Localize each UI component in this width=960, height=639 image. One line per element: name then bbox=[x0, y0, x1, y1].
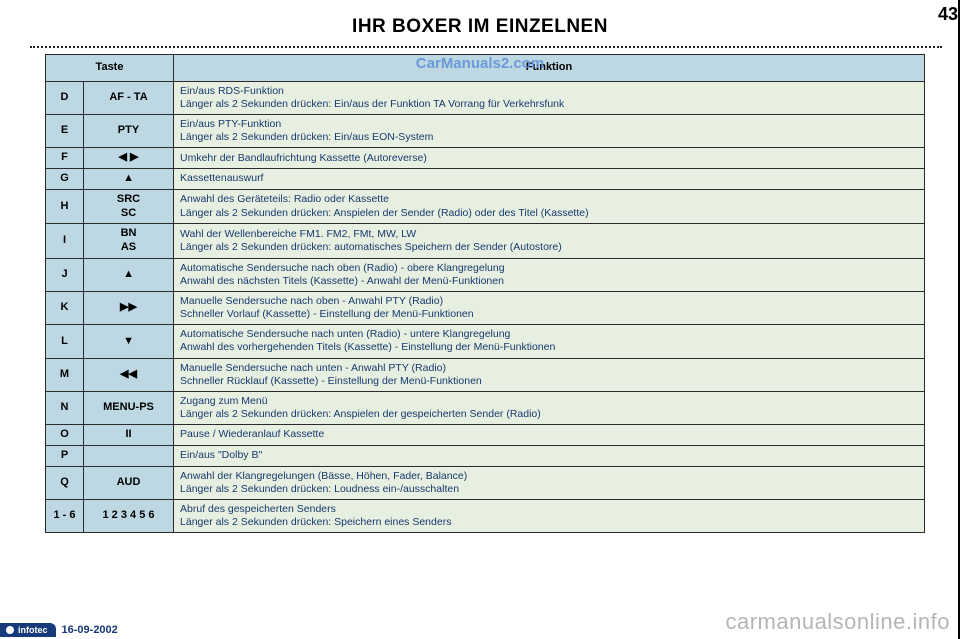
function-desc: Automatische Sendersuche nach unten (Rad… bbox=[174, 325, 925, 358]
key-button: II bbox=[84, 425, 174, 446]
key-button: ◀ ▶ bbox=[84, 148, 174, 169]
table-row: HSRC SCAnwahl des Geräteteils: Radio ode… bbox=[46, 189, 925, 224]
key-button: AF - TA bbox=[84, 81, 174, 114]
key-button: SRC SC bbox=[84, 189, 174, 224]
table-row: 1 - 61 2 3 4 5 6Abruf des gespeicherten … bbox=[46, 499, 925, 532]
function-desc: Umkehr der Bandlaufrichtung Kassette (Au… bbox=[174, 148, 925, 169]
footer-date: 16-09-2002 bbox=[62, 624, 118, 636]
key-letter: M bbox=[46, 358, 84, 391]
table-row: K▶▶Manuelle Sendersuche nach oben - Anwa… bbox=[46, 292, 925, 325]
function-desc: Pause / Wiederanlauf Kassette bbox=[174, 425, 925, 446]
function-desc: Ein/aus RDS-Funktion Länger als 2 Sekund… bbox=[174, 81, 925, 114]
key-letter: K bbox=[46, 292, 84, 325]
key-button bbox=[84, 445, 174, 466]
page-title: IHR BOXER IM EINZELNEN bbox=[0, 0, 960, 38]
function-desc: Kassettenauswurf bbox=[174, 169, 925, 190]
infotec-badge: infotec bbox=[0, 623, 56, 637]
key-button: ▲ bbox=[84, 169, 174, 190]
key-letter: O bbox=[46, 425, 84, 446]
function-desc: Anwahl der Klangregelungen (Bässe, Höhen… bbox=[174, 466, 925, 499]
key-letter: 1 - 6 bbox=[46, 499, 84, 532]
key-button: MENU-PS bbox=[84, 391, 174, 424]
key-button: ◀◀ bbox=[84, 358, 174, 391]
table-row: F◀ ▶Umkehr der Bandlaufrichtung Kassette… bbox=[46, 148, 925, 169]
function-desc: Automatische Sendersuche nach oben (Radi… bbox=[174, 258, 925, 291]
table-row: QAUDAnwahl der Klangregelungen (Bässe, H… bbox=[46, 466, 925, 499]
function-table-wrap: Taste Funktion DAF - TAEin/aus RDS-Funkt… bbox=[45, 54, 925, 533]
table-row: EPTYEin/aus PTY-Funktion Länger als 2 Se… bbox=[46, 115, 925, 148]
key-letter: L bbox=[46, 325, 84, 358]
page-number: 43 bbox=[938, 4, 958, 25]
table-row: M◀◀Manuelle Sendersuche nach unten - Anw… bbox=[46, 358, 925, 391]
function-desc: Wahl der Wellenbereiche FM1. FM2, FMt, M… bbox=[174, 224, 925, 259]
key-letter: G bbox=[46, 169, 84, 190]
table-row: DAF - TAEin/aus RDS-Funktion Länger als … bbox=[46, 81, 925, 114]
function-desc: Manuelle Sendersuche nach oben - Anwahl … bbox=[174, 292, 925, 325]
footer: infotec 16-09-2002 bbox=[0, 623, 118, 637]
header-funktion: Funktion bbox=[174, 55, 925, 82]
header-taste: Taste bbox=[46, 55, 174, 82]
table-header-row: Taste Funktion bbox=[46, 55, 925, 82]
key-letter: J bbox=[46, 258, 84, 291]
key-letter: P bbox=[46, 445, 84, 466]
key-letter: D bbox=[46, 81, 84, 114]
manual-page: 43 IHR BOXER IM EINZELNEN CarManuals2.co… bbox=[0, 0, 960, 639]
dotted-divider bbox=[30, 46, 942, 48]
key-button: ▼ bbox=[84, 325, 174, 358]
key-button: AUD bbox=[84, 466, 174, 499]
table-row: OIIPause / Wiederanlauf Kassette bbox=[46, 425, 925, 446]
function-desc: Anwahl des Geräteteils: Radio oder Kasse… bbox=[174, 189, 925, 224]
table-row: G▲Kassettenauswurf bbox=[46, 169, 925, 190]
key-letter: I bbox=[46, 224, 84, 259]
function-desc: Ein/aus PTY-Funktion Länger als 2 Sekund… bbox=[174, 115, 925, 148]
key-letter: N bbox=[46, 391, 84, 424]
key-button: ▲ bbox=[84, 258, 174, 291]
watermark-bottom: carmanualsonline.info bbox=[725, 609, 950, 635]
key-button: PTY bbox=[84, 115, 174, 148]
function-table: Taste Funktion DAF - TAEin/aus RDS-Funkt… bbox=[45, 54, 925, 533]
table-row: NMENU-PSZugang zum Menü Länger als 2 Sek… bbox=[46, 391, 925, 424]
infotec-dot-icon bbox=[6, 626, 14, 634]
table-row: IBN ASWahl der Wellenbereiche FM1. FM2, … bbox=[46, 224, 925, 259]
table-row: P Ein/aus "Dolby B" bbox=[46, 445, 925, 466]
key-letter: H bbox=[46, 189, 84, 224]
key-letter: E bbox=[46, 115, 84, 148]
function-desc: Abruf des gespeicherten Senders Länger a… bbox=[174, 499, 925, 532]
key-letter: Q bbox=[46, 466, 84, 499]
function-desc: Ein/aus "Dolby B" bbox=[174, 445, 925, 466]
table-row: J▲Automatische Sendersuche nach oben (Ra… bbox=[46, 258, 925, 291]
infotec-label: infotec bbox=[18, 625, 48, 635]
key-button: ▶▶ bbox=[84, 292, 174, 325]
key-letter: F bbox=[46, 148, 84, 169]
function-desc: Zugang zum Menü Länger als 2 Sekunden dr… bbox=[174, 391, 925, 424]
key-button: BN AS bbox=[84, 224, 174, 259]
table-row: L▼Automatische Sendersuche nach unten (R… bbox=[46, 325, 925, 358]
key-button: 1 2 3 4 5 6 bbox=[84, 499, 174, 532]
function-desc: Manuelle Sendersuche nach unten - Anwahl… bbox=[174, 358, 925, 391]
